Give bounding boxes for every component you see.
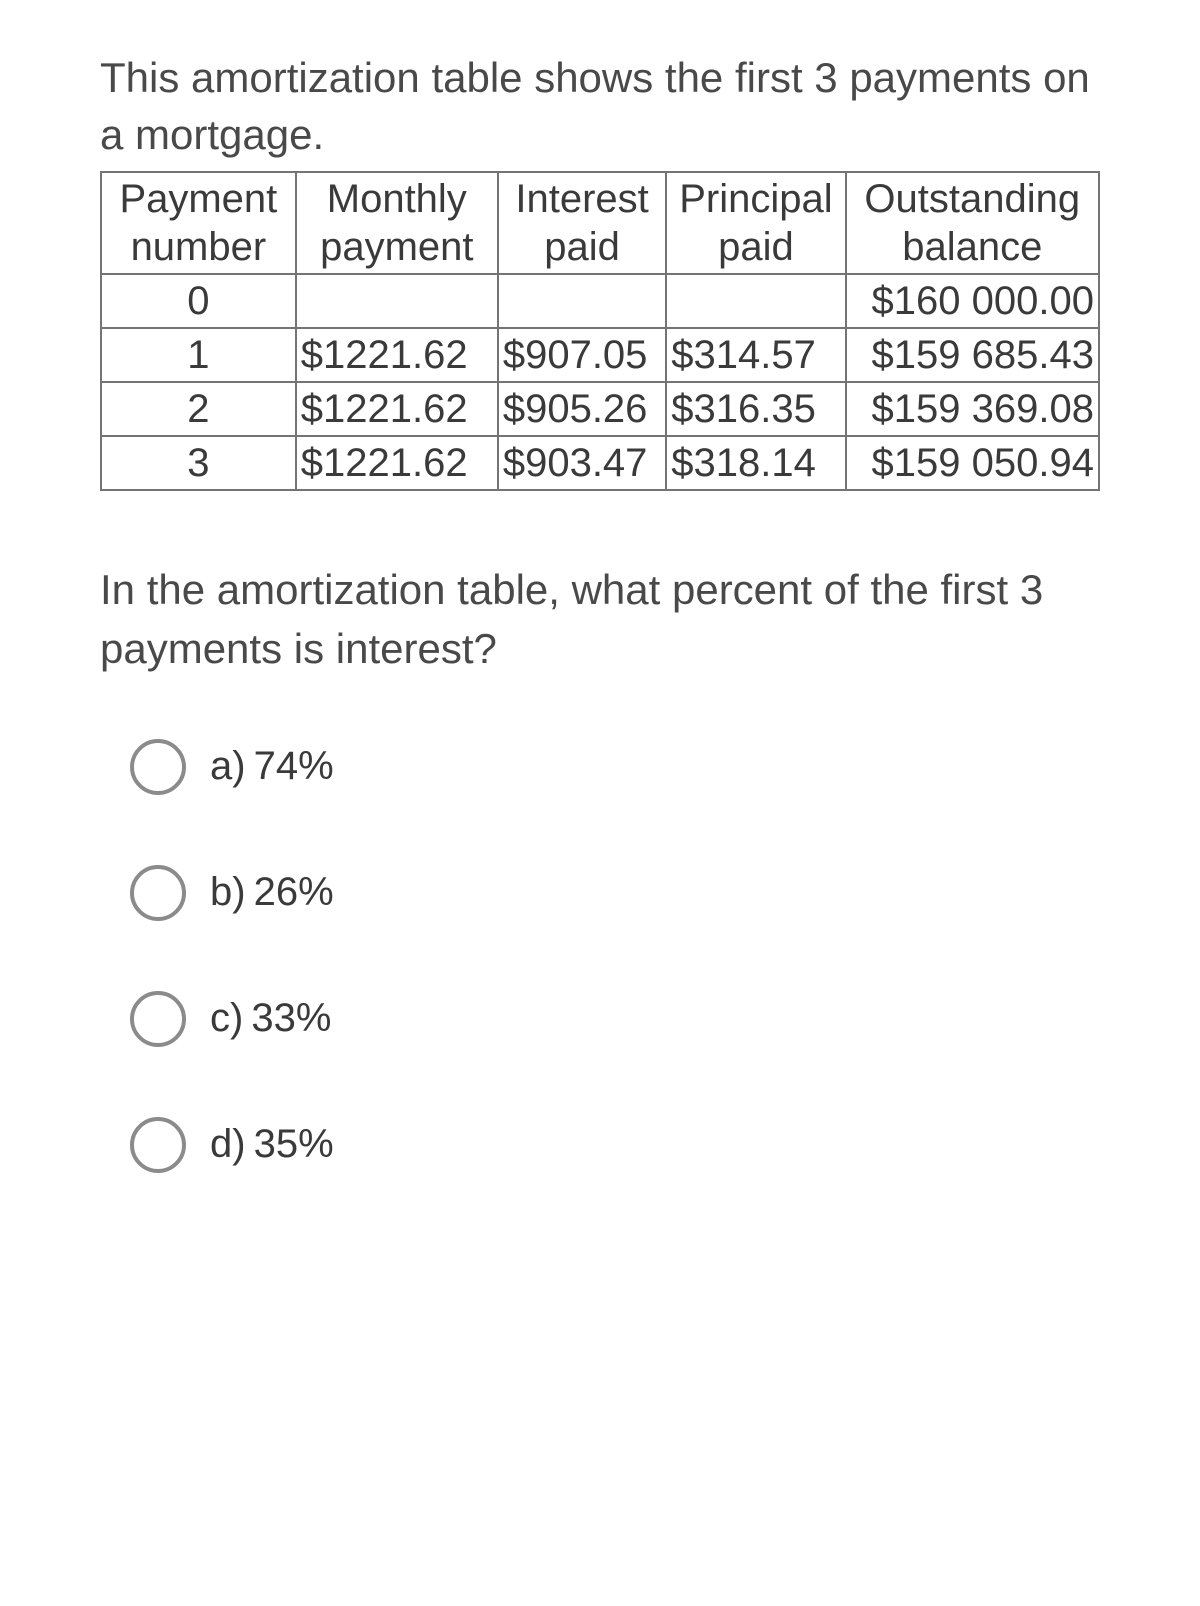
- radio-icon[interactable]: [130, 865, 186, 921]
- radio-icon[interactable]: [130, 1117, 186, 1173]
- option-label: d)35%: [210, 1122, 334, 1167]
- option-text: 74%: [254, 744, 334, 788]
- cell-monthly: $1221.62: [296, 382, 498, 436]
- table-row: 3 $1221.62 $903.47 $318.14 $159 050.94: [101, 436, 1099, 490]
- col-header-outstanding-balance: Outstanding balance: [846, 172, 1099, 274]
- cell-balance: $159 369.08: [846, 382, 1099, 436]
- option-c[interactable]: c)33%: [130, 991, 1100, 1047]
- table-header-row: Payment number Monthly payment Interest …: [101, 172, 1099, 274]
- option-label: c)33%: [210, 996, 331, 1041]
- cell-interest: [498, 274, 666, 328]
- option-d[interactable]: d)35%: [130, 1117, 1100, 1173]
- col-header-payment-number: Payment number: [101, 172, 296, 274]
- question-text: In the amortization table, what percent …: [100, 561, 1100, 679]
- cell-interest: $903.47: [498, 436, 666, 490]
- col-header-principal-paid: Principal paid: [666, 172, 845, 274]
- cell-payment-number: 3: [101, 436, 296, 490]
- cell-balance: $159 050.94: [846, 436, 1099, 490]
- cell-payment-number: 0: [101, 274, 296, 328]
- table-row: 1 $1221.62 $907.05 $314.57 $159 685.43: [101, 328, 1099, 382]
- option-letter: b): [210, 870, 246, 914]
- option-text: 33%: [251, 996, 331, 1040]
- cell-payment-number: 1: [101, 328, 296, 382]
- cell-principal: $314.57: [666, 328, 845, 382]
- cell-interest: $905.26: [498, 382, 666, 436]
- cell-principal: $316.35: [666, 382, 845, 436]
- amortization-table: Payment number Monthly payment Interest …: [100, 171, 1100, 491]
- cell-principal: $318.14: [666, 436, 845, 490]
- cell-balance: $159 685.43: [846, 328, 1099, 382]
- cell-monthly: [296, 274, 498, 328]
- option-letter: c): [210, 996, 243, 1040]
- radio-icon[interactable]: [130, 739, 186, 795]
- cell-monthly: $1221.62: [296, 328, 498, 382]
- cell-principal: [666, 274, 845, 328]
- col-header-interest-paid: Interest paid: [498, 172, 666, 274]
- option-b[interactable]: b)26%: [130, 865, 1100, 921]
- table-row: 0 $160 000.00: [101, 274, 1099, 328]
- option-letter: a): [210, 744, 246, 788]
- cell-payment-number: 2: [101, 382, 296, 436]
- option-text: 26%: [254, 870, 334, 914]
- option-a[interactable]: a)74%: [130, 739, 1100, 795]
- cell-interest: $907.05: [498, 328, 666, 382]
- option-letter: d): [210, 1122, 246, 1166]
- col-header-monthly-payment: Monthly payment: [296, 172, 498, 274]
- table-row: 2 $1221.62 $905.26 $316.35 $159 369.08: [101, 382, 1099, 436]
- cell-monthly: $1221.62: [296, 436, 498, 490]
- option-text: 35%: [254, 1122, 334, 1166]
- radio-icon[interactable]: [130, 991, 186, 1047]
- option-label: a)74%: [210, 744, 334, 789]
- intro-text: This amortization table shows the first …: [100, 50, 1100, 163]
- option-label: b)26%: [210, 870, 334, 915]
- options-group: a)74% b)26% c)33% d)35%: [100, 739, 1100, 1173]
- cell-balance: $160 000.00: [846, 274, 1099, 328]
